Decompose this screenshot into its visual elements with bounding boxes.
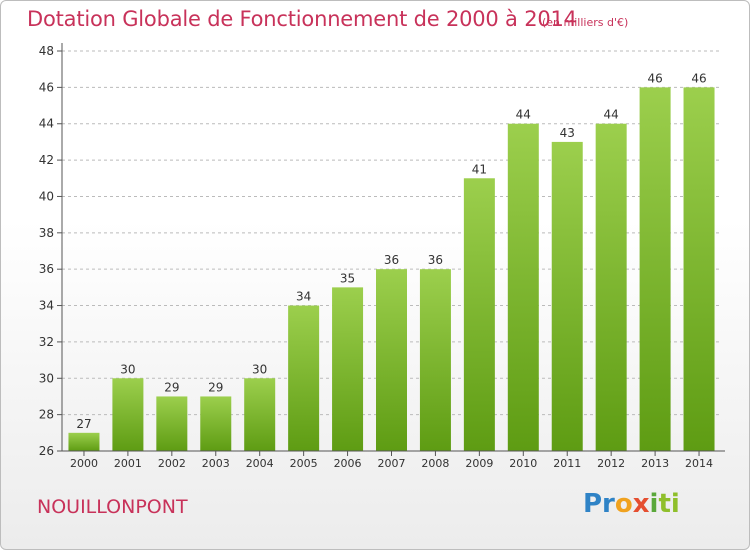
- bar[interactable]: [244, 378, 276, 451]
- bar-value-label: 36: [384, 253, 399, 267]
- bar[interactable]: [551, 141, 583, 451]
- bar[interactable]: [376, 269, 407, 451]
- y-tick-label: 26: [39, 444, 54, 458]
- x-tick-label: 2009: [465, 457, 493, 470]
- x-tick-label: 2008: [421, 457, 449, 470]
- y-tick-label: 40: [39, 189, 54, 203]
- logo-part: i: [649, 489, 659, 519]
- x-tick-label: 2000: [70, 457, 98, 470]
- bar-value-label: 34: [296, 290, 311, 304]
- x-tick-label: 2010: [509, 457, 537, 470]
- bar[interactable]: [507, 123, 539, 452]
- bar[interactable]: [683, 87, 715, 451]
- x-tick-label: 2005: [290, 457, 318, 470]
- bar[interactable]: [288, 305, 320, 451]
- bar[interactable]: [112, 378, 144, 451]
- bar-value-label: 46: [691, 71, 706, 85]
- bar-value-label: 44: [604, 108, 619, 122]
- bar[interactable]: [156, 396, 188, 451]
- x-tick-label: 2007: [378, 457, 406, 470]
- commune-name: NOUILLONPONT: [37, 496, 188, 518]
- bar[interactable]: [419, 269, 451, 451]
- bar-value-label: 29: [164, 380, 179, 394]
- bar-value-label: 30: [120, 362, 135, 376]
- chart-subtitle: (en milliers d'€): [542, 16, 629, 29]
- proxiti-logo[interactable]: Proxiti: [583, 489, 680, 519]
- x-tick-label: 2012: [597, 457, 625, 470]
- bars: [68, 87, 715, 452]
- y-tick-label: 30: [39, 371, 54, 385]
- bar-value-label: 43: [560, 126, 575, 140]
- bar[interactable]: [200, 396, 232, 451]
- logo-part: o: [614, 489, 633, 519]
- bar-value-label: 35: [340, 271, 355, 285]
- bar-value-label: 44: [516, 108, 531, 122]
- bar-value-label: 46: [647, 71, 662, 85]
- bar-value-label: 41: [472, 162, 487, 176]
- chart-title: Dotation Globale de Fonctionnement de 20…: [27, 7, 577, 31]
- x-tick-label: 2004: [246, 457, 274, 470]
- data-labels: 27 30 29 29 30 34 35 36 36 41 44 43 44 46 46: [76, 71, 706, 430]
- y-tick-label: 42: [39, 153, 54, 167]
- x-tick-label: 2013: [641, 457, 669, 470]
- logo-part: x: [632, 489, 650, 519]
- x-tick-label: 2002: [158, 457, 186, 470]
- y-tick-label: 34: [39, 299, 54, 313]
- y-tick-label: 44: [39, 117, 54, 131]
- x-tick-label: 2001: [114, 457, 142, 470]
- bar-value-label: 27: [76, 417, 91, 431]
- y-tick-label: 38: [39, 226, 54, 240]
- axes: 26 28 30 32 34 36 38 40 42 44 46 48 2000 2001 2002 2003…: [39, 43, 725, 470]
- bar-value-label: 36: [428, 253, 443, 267]
- y-tick-label: 32: [39, 335, 54, 349]
- bar-value-label: 30: [252, 362, 267, 376]
- bar[interactable]: [595, 123, 627, 452]
- bar[interactable]: [463, 178, 495, 452]
- logo-part: ti: [658, 489, 680, 519]
- x-tick-label: 2006: [334, 457, 362, 470]
- bar[interactable]: [68, 432, 100, 451]
- bar[interactable]: [639, 87, 671, 451]
- bar-value-label: 29: [208, 380, 223, 394]
- y-tick-label: 46: [39, 80, 54, 94]
- x-tick-label: 2011: [553, 457, 581, 470]
- logo-part: Pr: [583, 489, 615, 519]
- y-tick-label: 28: [39, 408, 54, 422]
- x-tick-label: 2014: [685, 457, 713, 470]
- y-tick-label: 48: [39, 44, 54, 58]
- bar[interactable]: [332, 287, 364, 451]
- y-tick-label: 36: [39, 262, 54, 276]
- x-tick-label: 2003: [202, 457, 230, 470]
